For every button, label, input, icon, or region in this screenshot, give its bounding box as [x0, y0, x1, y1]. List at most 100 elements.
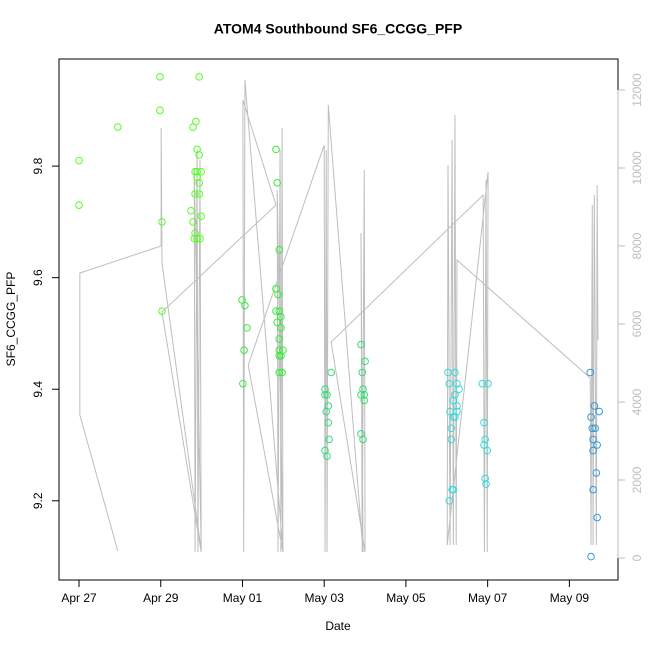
- point: [360, 391, 369, 399]
- point: [197, 212, 206, 221]
- point: [243, 324, 251, 332]
- x-tick-label: May 09: [550, 591, 590, 605]
- y2-tick-label: 6000: [630, 310, 644, 337]
- point: [447, 424, 456, 433]
- point: [275, 368, 284, 377]
- point: [449, 396, 458, 405]
- x-tick-label: Apr 27: [61, 591, 97, 605]
- point: [272, 145, 280, 154]
- point: [449, 413, 458, 421]
- point: [158, 307, 166, 315]
- point: [357, 391, 365, 399]
- point: [275, 307, 284, 315]
- y2-tick-label: 8000: [630, 232, 644, 259]
- point: [321, 391, 329, 399]
- point: [189, 218, 197, 226]
- y2-tick-label: 0: [630, 554, 644, 561]
- point: [587, 413, 595, 421]
- point: [275, 245, 284, 254]
- point: [480, 441, 488, 449]
- point: [358, 368, 367, 377]
- point: [277, 324, 285, 332]
- point: [484, 379, 492, 388]
- point: [480, 418, 488, 427]
- point: [239, 379, 247, 388]
- point: [357, 340, 365, 349]
- point: [360, 396, 369, 405]
- point: [274, 290, 282, 299]
- point: [449, 485, 458, 494]
- y2-tick-label: 4000: [630, 388, 644, 415]
- altitude-line: [79, 79, 599, 553]
- point: [451, 368, 459, 377]
- point: [193, 167, 201, 176]
- point: [451, 391, 459, 399]
- point: [75, 201, 83, 209]
- point: [114, 123, 122, 131]
- point: [156, 73, 164, 81]
- point: [323, 452, 331, 460]
- point: [273, 179, 282, 187]
- chart-title: ATOM4 Southbound SF6_CCGG_PFP: [214, 21, 462, 37]
- y-tick-label: 9.6: [31, 269, 45, 286]
- point: [361, 357, 369, 366]
- point: [445, 379, 454, 388]
- point: [241, 301, 249, 310]
- y2-tick-label: 2000: [630, 466, 644, 493]
- point: [589, 485, 597, 494]
- point: [478, 379, 487, 388]
- point: [589, 446, 597, 455]
- x-tick-label: May 07: [468, 591, 508, 605]
- point: [187, 206, 195, 215]
- point: [593, 513, 601, 522]
- point: [158, 218, 166, 226]
- point: [323, 391, 331, 399]
- point: [277, 312, 285, 321]
- plot-box: [58, 58, 619, 581]
- x-tick-label: May 03: [305, 591, 345, 605]
- point: [453, 402, 461, 410]
- point: [156, 106, 164, 115]
- point: [455, 385, 463, 394]
- point: [592, 469, 601, 477]
- point: [195, 73, 203, 81]
- point: [191, 190, 199, 198]
- point: [195, 179, 203, 187]
- point: [481, 435, 489, 444]
- point: [197, 167, 206, 176]
- point: [588, 424, 597, 433]
- y-tick-label: 9.2: [31, 492, 45, 509]
- x-tick-label: May 01: [223, 591, 263, 605]
- point: [327, 368, 335, 377]
- point: [278, 368, 286, 377]
- point: [325, 435, 333, 444]
- point: [586, 368, 595, 377]
- point: [275, 335, 284, 343]
- point: [445, 496, 454, 505]
- point: [277, 351, 285, 360]
- y2-tick-label: 10000: [630, 151, 644, 185]
- point: [324, 402, 333, 410]
- point: [240, 346, 248, 354]
- point: [587, 552, 595, 561]
- point: [196, 234, 204, 243]
- point: [589, 435, 597, 444]
- point: [195, 190, 203, 198]
- point: [447, 435, 456, 444]
- point: [591, 424, 599, 433]
- x-tick-label: May 05: [386, 591, 426, 605]
- point: [275, 346, 284, 354]
- point: [193, 234, 201, 243]
- point: [324, 418, 333, 427]
- point: [75, 156, 83, 165]
- y2-tick-label: 12000: [630, 73, 644, 107]
- point: [595, 407, 604, 416]
- point: [481, 474, 489, 483]
- point: [272, 307, 280, 315]
- point: [482, 480, 490, 488]
- point: [273, 318, 282, 327]
- point: [593, 441, 601, 449]
- point: [195, 151, 203, 159]
- point: [359, 435, 367, 444]
